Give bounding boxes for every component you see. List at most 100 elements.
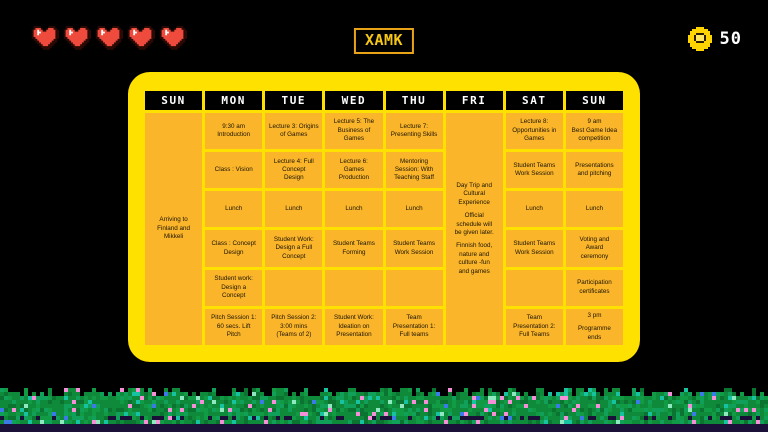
- schedule-cell[interactable]: 3 pm Programme ends: [565, 308, 623, 345]
- schedule-cell[interactable]: Lecture 5: The Business of Games: [325, 113, 383, 150]
- cell-line: Lunch: [525, 205, 543, 213]
- cell-line: Full Teams: [519, 331, 550, 339]
- schedule-cell[interactable]: Student Teams Work Session: [385, 230, 443, 267]
- schedule-cell[interactable]: [265, 269, 323, 306]
- cell-line: Lunch: [345, 205, 363, 213]
- schedule-cell[interactable]: Presentations and pitching: [565, 152, 623, 189]
- cell-line: Programme: [577, 325, 611, 333]
- schedule-cell[interactable]: Lunch: [205, 191, 263, 228]
- schedule-cell[interactable]: Voting and Award ceremony: [565, 230, 623, 267]
- schedule-cell[interactable]: Student Teams Work Session: [505, 230, 563, 267]
- cell-line: Design: [284, 174, 304, 182]
- schedule-row: Arriving to Finland and Mikkeli 9:30 am Intr…: [145, 113, 623, 345]
- schedule-cell[interactable]: Lunch: [385, 191, 443, 228]
- cell-line: Forming: [342, 248, 366, 256]
- column-header-sat: SAT: [505, 91, 563, 110]
- health-hearts: [30, 24, 187, 50]
- schedule-cell[interactable]: 9 am Best Game Idea competition: [565, 113, 623, 150]
- cell-line: of Games: [280, 131, 308, 139]
- schedule-row: Student work: Design a Concept Participatio…: [145, 269, 623, 306]
- cell-line: ceremony: [580, 252, 609, 260]
- cell-line: Full teams: [399, 331, 429, 339]
- cell-line: Student Teams: [513, 161, 556, 169]
- cell-line: Lecture 8:: [520, 118, 549, 126]
- schedule-cell[interactable]: Team Presentation 1: Full teams: [385, 308, 443, 345]
- schedule-cell[interactable]: Class : Concept Design: [205, 230, 263, 267]
- schedule-cell[interactable]: Student Teams Forming: [325, 230, 383, 267]
- schedule-cell[interactable]: Lecture 4: Full Concept Design: [265, 152, 323, 189]
- pixel-grass-ground: [0, 380, 768, 432]
- cell-line: Student Work:: [334, 314, 374, 322]
- schedule-cell[interactable]: Lecture 8: Opportunities in Games: [505, 113, 563, 150]
- cell-line: Participation: [577, 279, 612, 287]
- cell-line-gap: [388, 285, 441, 290]
- schedule-cell[interactable]: Participation certificates: [565, 269, 623, 306]
- heart-icon: [94, 24, 123, 50]
- schedule-cell[interactable]: [505, 269, 563, 306]
- schedule-cell[interactable]: Student work: Design a Concept: [205, 269, 263, 306]
- cell-line: 9:30 am: [222, 122, 246, 130]
- cell-line: (Teams of 2): [276, 331, 312, 339]
- cell-line: Games: [343, 135, 365, 143]
- schedule-cell[interactable]: Pitch Session 1: 60 secs. Lift Pitch: [205, 308, 263, 345]
- schedule-cell[interactable]: Class : Vision: [205, 152, 263, 189]
- cell-line: Design: [223, 248, 244, 256]
- cell-line: Class : Concept: [211, 240, 256, 248]
- cell-line: Lecture 4: Full: [273, 157, 314, 165]
- column-header-tue: TUE: [265, 91, 323, 110]
- cell-line: Experience: [458, 198, 490, 206]
- cell-line-gap: [327, 285, 380, 290]
- schedule-cell[interactable]: Lunch: [505, 191, 563, 228]
- column-header-sun-2: SUN: [565, 91, 623, 110]
- schedule-table: SUN MON TUE WED THU FRI SAT SUN Arriving…: [142, 88, 626, 348]
- cell-line: Lunch: [285, 205, 303, 213]
- coin-icon: [687, 27, 712, 51]
- schedule-cell[interactable]: 9:30 am Introduction: [205, 113, 263, 150]
- schedule-row: Class : Concept Design Student Work: Design…: [145, 230, 623, 267]
- xamk-logo-text: XAMK: [364, 31, 404, 49]
- schedule-cell[interactable]: Lunch: [265, 191, 323, 228]
- schedule-cell[interactable]: [325, 269, 383, 306]
- schedule-cell-merged[interactable]: Day Trip and Cultural Experience Official sc…: [445, 113, 503, 345]
- xamk-logo: XAMK: [353, 28, 415, 54]
- cell-line: Games: [524, 135, 545, 143]
- coin-count-label: 50: [719, 28, 742, 49]
- column-header-wed: WED: [325, 91, 383, 110]
- schedule-cell[interactable]: Team Presentation 2: Full Teams: [505, 308, 563, 345]
- cell-line: Production: [338, 174, 369, 182]
- cell-line: 3:00 mins: [280, 322, 308, 330]
- column-header-thu: THU: [385, 91, 443, 110]
- schedule-cell[interactable]: Lunch: [325, 191, 383, 228]
- cell-line: Presentation 1:: [392, 322, 436, 330]
- schedule-cell[interactable]: Student Teams Work Session: [505, 152, 563, 189]
- schedule-cell-merged[interactable]: Arriving to Finland and Mikkeli: [145, 113, 203, 345]
- cell-line: Opportunities in: [512, 126, 557, 134]
- cell-line: Pitch: [226, 331, 241, 339]
- schedule-cell[interactable]: Mentoring Session: With Teaching Staff: [385, 152, 443, 189]
- cell-line: Presentation: [336, 331, 372, 339]
- cell-line: Ideation on: [338, 322, 370, 330]
- cell-line: Lecture 5: The: [333, 118, 375, 126]
- schedule-row: Class : Vision Lecture 4: Full Concept Desi…: [145, 152, 623, 189]
- cell-line: Teaching Staff: [394, 174, 434, 182]
- schedule-cell[interactable]: Pitch Session 2: 3:00 mins (Teams of 2): [265, 308, 323, 345]
- cell-line: Business of: [337, 126, 371, 134]
- schedule-cell[interactable]: Lecture 6: Games Production: [325, 152, 383, 189]
- cell-line: Presentation 2:: [513, 322, 556, 330]
- column-header-fri: FRI: [445, 91, 503, 110]
- cell-line: Introduction: [217, 131, 251, 139]
- schedule-cell[interactable]: [385, 269, 443, 306]
- cell-line: Class : Vision: [214, 166, 253, 174]
- cell-line: Cultural: [463, 190, 486, 198]
- schedule-cell[interactable]: Student Work: Design a Full Concept: [265, 230, 323, 267]
- cell-line-gap: [267, 285, 320, 290]
- cell-line: Student Teams: [393, 240, 435, 248]
- cell-line: schedule will: [456, 220, 493, 228]
- schedule-cell[interactable]: Lecture 3: Origins of Games: [265, 113, 323, 150]
- schedule-header-row: SUN MON TUE WED THU FRI SAT SUN: [145, 91, 623, 110]
- schedule-cell[interactable]: Student Work: Ideation on Presentation: [325, 308, 383, 345]
- schedule-cell[interactable]: Lecture 7: Presenting Skills: [385, 113, 443, 150]
- cell-line: and pitching: [577, 170, 612, 178]
- schedule-cell[interactable]: Lunch: [565, 191, 623, 228]
